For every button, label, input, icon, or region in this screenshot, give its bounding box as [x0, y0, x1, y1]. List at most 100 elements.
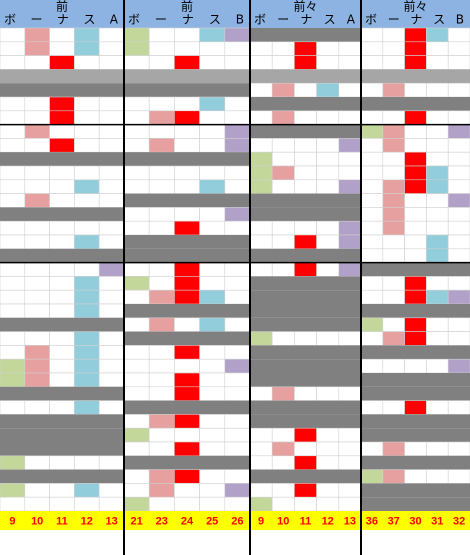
cell — [404, 110, 427, 125]
cell — [360, 55, 384, 70]
cell — [294, 262, 317, 277]
cell — [0, 124, 26, 139]
cell — [174, 289, 200, 305]
cell — [148, 110, 175, 125]
cell — [360, 138, 384, 153]
cell — [224, 96, 251, 112]
cell — [24, 179, 50, 194]
cell — [294, 151, 317, 167]
cell — [148, 96, 175, 112]
cell — [0, 138, 26, 153]
cell — [174, 124, 200, 139]
gray-row — [124, 455, 250, 470]
cell — [174, 179, 200, 194]
gray-row — [250, 469, 361, 484]
cell — [249, 151, 273, 167]
cell — [174, 317, 200, 332]
cell — [271, 441, 295, 457]
cell — [174, 55, 200, 70]
cell — [382, 276, 405, 291]
cell — [224, 496, 251, 512]
cell — [224, 441, 251, 457]
cell — [360, 193, 384, 208]
cell — [447, 469, 470, 484]
cell — [74, 55, 100, 70]
cell — [148, 317, 175, 332]
gray-row — [0, 414, 124, 429]
cell — [148, 386, 175, 401]
cell — [294, 55, 317, 70]
cell — [199, 317, 226, 332]
cell — [123, 179, 150, 194]
cell — [123, 386, 150, 401]
cell — [24, 96, 50, 112]
gray-row — [250, 414, 361, 429]
footer-number: 13 — [344, 515, 356, 527]
cell — [199, 441, 226, 457]
gray-row — [361, 414, 470, 429]
gray-row — [0, 442, 124, 456]
cell — [0, 55, 26, 70]
cell — [148, 124, 175, 139]
cell — [224, 469, 251, 484]
cell — [74, 179, 100, 194]
footer-number: 9 — [9, 515, 15, 527]
cell — [316, 262, 340, 277]
cell — [174, 483, 200, 498]
cell — [447, 55, 470, 70]
cell — [360, 248, 384, 263]
cell — [0, 331, 26, 346]
cell — [98, 455, 125, 470]
cell — [382, 165, 405, 181]
cell — [74, 138, 100, 153]
cell — [426, 289, 449, 305]
gray-row — [250, 97, 361, 111]
cell — [360, 400, 384, 415]
cell — [404, 138, 427, 153]
cell — [24, 303, 50, 319]
header-top: 前 — [181, 0, 193, 14]
cell — [199, 345, 226, 360]
cell — [98, 138, 125, 153]
gray-row — [124, 152, 250, 166]
cell — [447, 317, 470, 332]
cell — [148, 262, 175, 277]
cell — [404, 179, 427, 194]
cell — [74, 372, 100, 388]
cell — [74, 110, 100, 125]
gray-row — [0, 207, 124, 222]
cell — [447, 331, 470, 346]
cell — [74, 220, 100, 236]
cell — [0, 27, 26, 43]
cell — [199, 179, 226, 194]
cell — [316, 496, 340, 512]
cell — [49, 262, 75, 277]
cell — [316, 220, 340, 236]
cell — [404, 151, 427, 167]
cell — [447, 179, 470, 194]
header-bg — [124, 0, 250, 28]
cell — [338, 455, 362, 470]
footer-number: 10 — [277, 515, 289, 527]
cell — [49, 27, 75, 43]
cell — [0, 193, 26, 208]
cell — [447, 165, 470, 181]
cell — [404, 248, 427, 263]
cell — [294, 441, 317, 457]
cell — [123, 207, 150, 222]
cell — [24, 372, 50, 388]
cell — [271, 110, 295, 125]
cell — [174, 496, 200, 512]
cell — [199, 165, 226, 181]
cell — [447, 124, 470, 139]
cell — [49, 193, 75, 208]
cell — [0, 345, 26, 360]
cell — [316, 427, 340, 443]
cell — [123, 124, 150, 139]
cell — [49, 372, 75, 388]
cell — [404, 358, 427, 374]
cell — [199, 96, 226, 112]
cell — [0, 234, 26, 250]
gray-row — [124, 193, 250, 208]
cell — [382, 234, 405, 250]
